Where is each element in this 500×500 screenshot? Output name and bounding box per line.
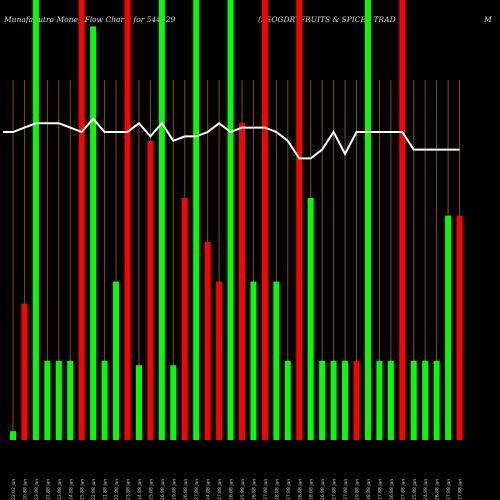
bar	[433, 360, 440, 440]
bar	[342, 360, 349, 440]
bar	[227, 0, 234, 440]
bar	[330, 360, 337, 440]
bar	[307, 198, 314, 440]
x-tick-label: 27.88 Jan	[194, 479, 200, 500]
bar	[284, 360, 291, 440]
x-tick-label: 27.88 Jan	[458, 479, 464, 500]
bar	[399, 0, 406, 440]
x-tick-label: 25.88 Jan	[148, 479, 154, 500]
bars	[10, 0, 463, 441]
x-tick-label: 26.88 Jan	[297, 479, 303, 500]
bar	[353, 360, 360, 440]
x-tick-label: 28.88 Jan	[274, 479, 280, 500]
x-tick-label: 27.88 Jan	[400, 479, 406, 500]
x-tick-label: 27.88 Jan	[343, 479, 349, 500]
bar	[422, 360, 429, 440]
bar	[55, 360, 62, 440]
x-tick-label: 27.88 Jan	[217, 479, 223, 500]
bar	[364, 0, 371, 440]
x-tick-label: 22.02 Jan	[11, 479, 17, 500]
bar	[376, 360, 383, 440]
bar	[239, 123, 245, 440]
x-tick-label: 23.88 Jan	[126, 479, 132, 500]
bar	[216, 281, 223, 440]
x-tick-label: 23.88 Jan	[34, 479, 40, 500]
x-axis-labels: 22.02 Jan 20.88 Jan 23.88 Jan 22.88 Jan 23.8…	[11, 479, 464, 500]
bar	[44, 360, 51, 440]
bar	[410, 360, 417, 440]
x-tick-label: 27.88 Jan	[332, 479, 338, 500]
bar	[158, 0, 165, 440]
bar	[113, 281, 120, 440]
x-tick-label: 24.88 Jan	[68, 479, 74, 500]
x-tick-label: 26.88 Jan	[389, 479, 395, 500]
bar	[296, 0, 303, 440]
x-tick-label: 26.88 Jan	[435, 479, 441, 500]
bar	[124, 0, 131, 440]
x-tick-label: 20.88 Jan	[22, 479, 28, 500]
bar	[101, 360, 108, 440]
chart-title: MunafaSutra Money Flow Charts for 544329	[4, 15, 176, 24]
bar	[135, 365, 142, 440]
bar	[21, 303, 28, 440]
x-tick-label: 28.88 Jan	[366, 479, 372, 500]
x-tick-label: 27.88 Jan	[286, 479, 292, 500]
x-tick-label: 27.88 Jan	[446, 479, 452, 500]
x-tick-label: 25.88 Jan	[80, 479, 86, 500]
x-tick-label: 29.88 Jan	[355, 479, 361, 500]
x-tick-label: 25.88 Jan	[240, 479, 246, 500]
bar	[273, 281, 280, 440]
bar	[261, 0, 268, 440]
bar	[193, 0, 200, 440]
bar	[204, 242, 211, 440]
bar	[319, 360, 326, 440]
bar	[90, 26, 97, 441]
x-tick-label: 23.88 Jan	[57, 479, 63, 500]
x-tick-label: 27.88 Jan	[263, 479, 269, 500]
x-tick-label: 29.88 Jan	[171, 479, 177, 500]
bar	[147, 140, 154, 441]
company-name: (LEOGDRYFRUITS & SPICES TRAD	[258, 15, 396, 24]
x-tick-label: 28.88 Jan	[309, 479, 315, 500]
x-tick-label: 22.88 Jan	[114, 479, 120, 500]
bar	[78, 0, 85, 440]
x-tick-label: 22.88 Jan	[91, 479, 97, 500]
x-tick-label: 22.88 Jan	[45, 479, 51, 500]
bar	[32, 0, 39, 440]
x-tick-label: 25.88 Jan	[412, 479, 418, 500]
x-tick-label: 26.88 Jan	[183, 479, 189, 500]
bar	[10, 431, 16, 440]
x-tick-label: 24.88 Jan	[206, 479, 212, 500]
x-tick-label: 27.88 Jan	[377, 479, 383, 500]
bar	[67, 360, 74, 440]
bar	[181, 198, 188, 440]
x-tick-label: 24.88 Jan	[137, 479, 143, 500]
header-clip: M	[484, 15, 492, 24]
bar	[456, 215, 463, 440]
x-tick-label: 26.88 Jan	[229, 479, 235, 500]
x-tick-label: 26.88 Jan	[160, 479, 166, 500]
x-tick-label: 24.88 Jan	[423, 479, 429, 500]
x-tick-label: 26.88 Jan	[320, 479, 326, 500]
bar	[250, 281, 257, 440]
bar	[445, 215, 452, 440]
x-tick-label: 26.88 Jan	[251, 479, 257, 500]
bar	[170, 365, 177, 440]
money-flow-line	[3, 117, 460, 160]
x-tick-label: 21.88 Jan	[103, 479, 109, 500]
bar	[387, 360, 394, 440]
